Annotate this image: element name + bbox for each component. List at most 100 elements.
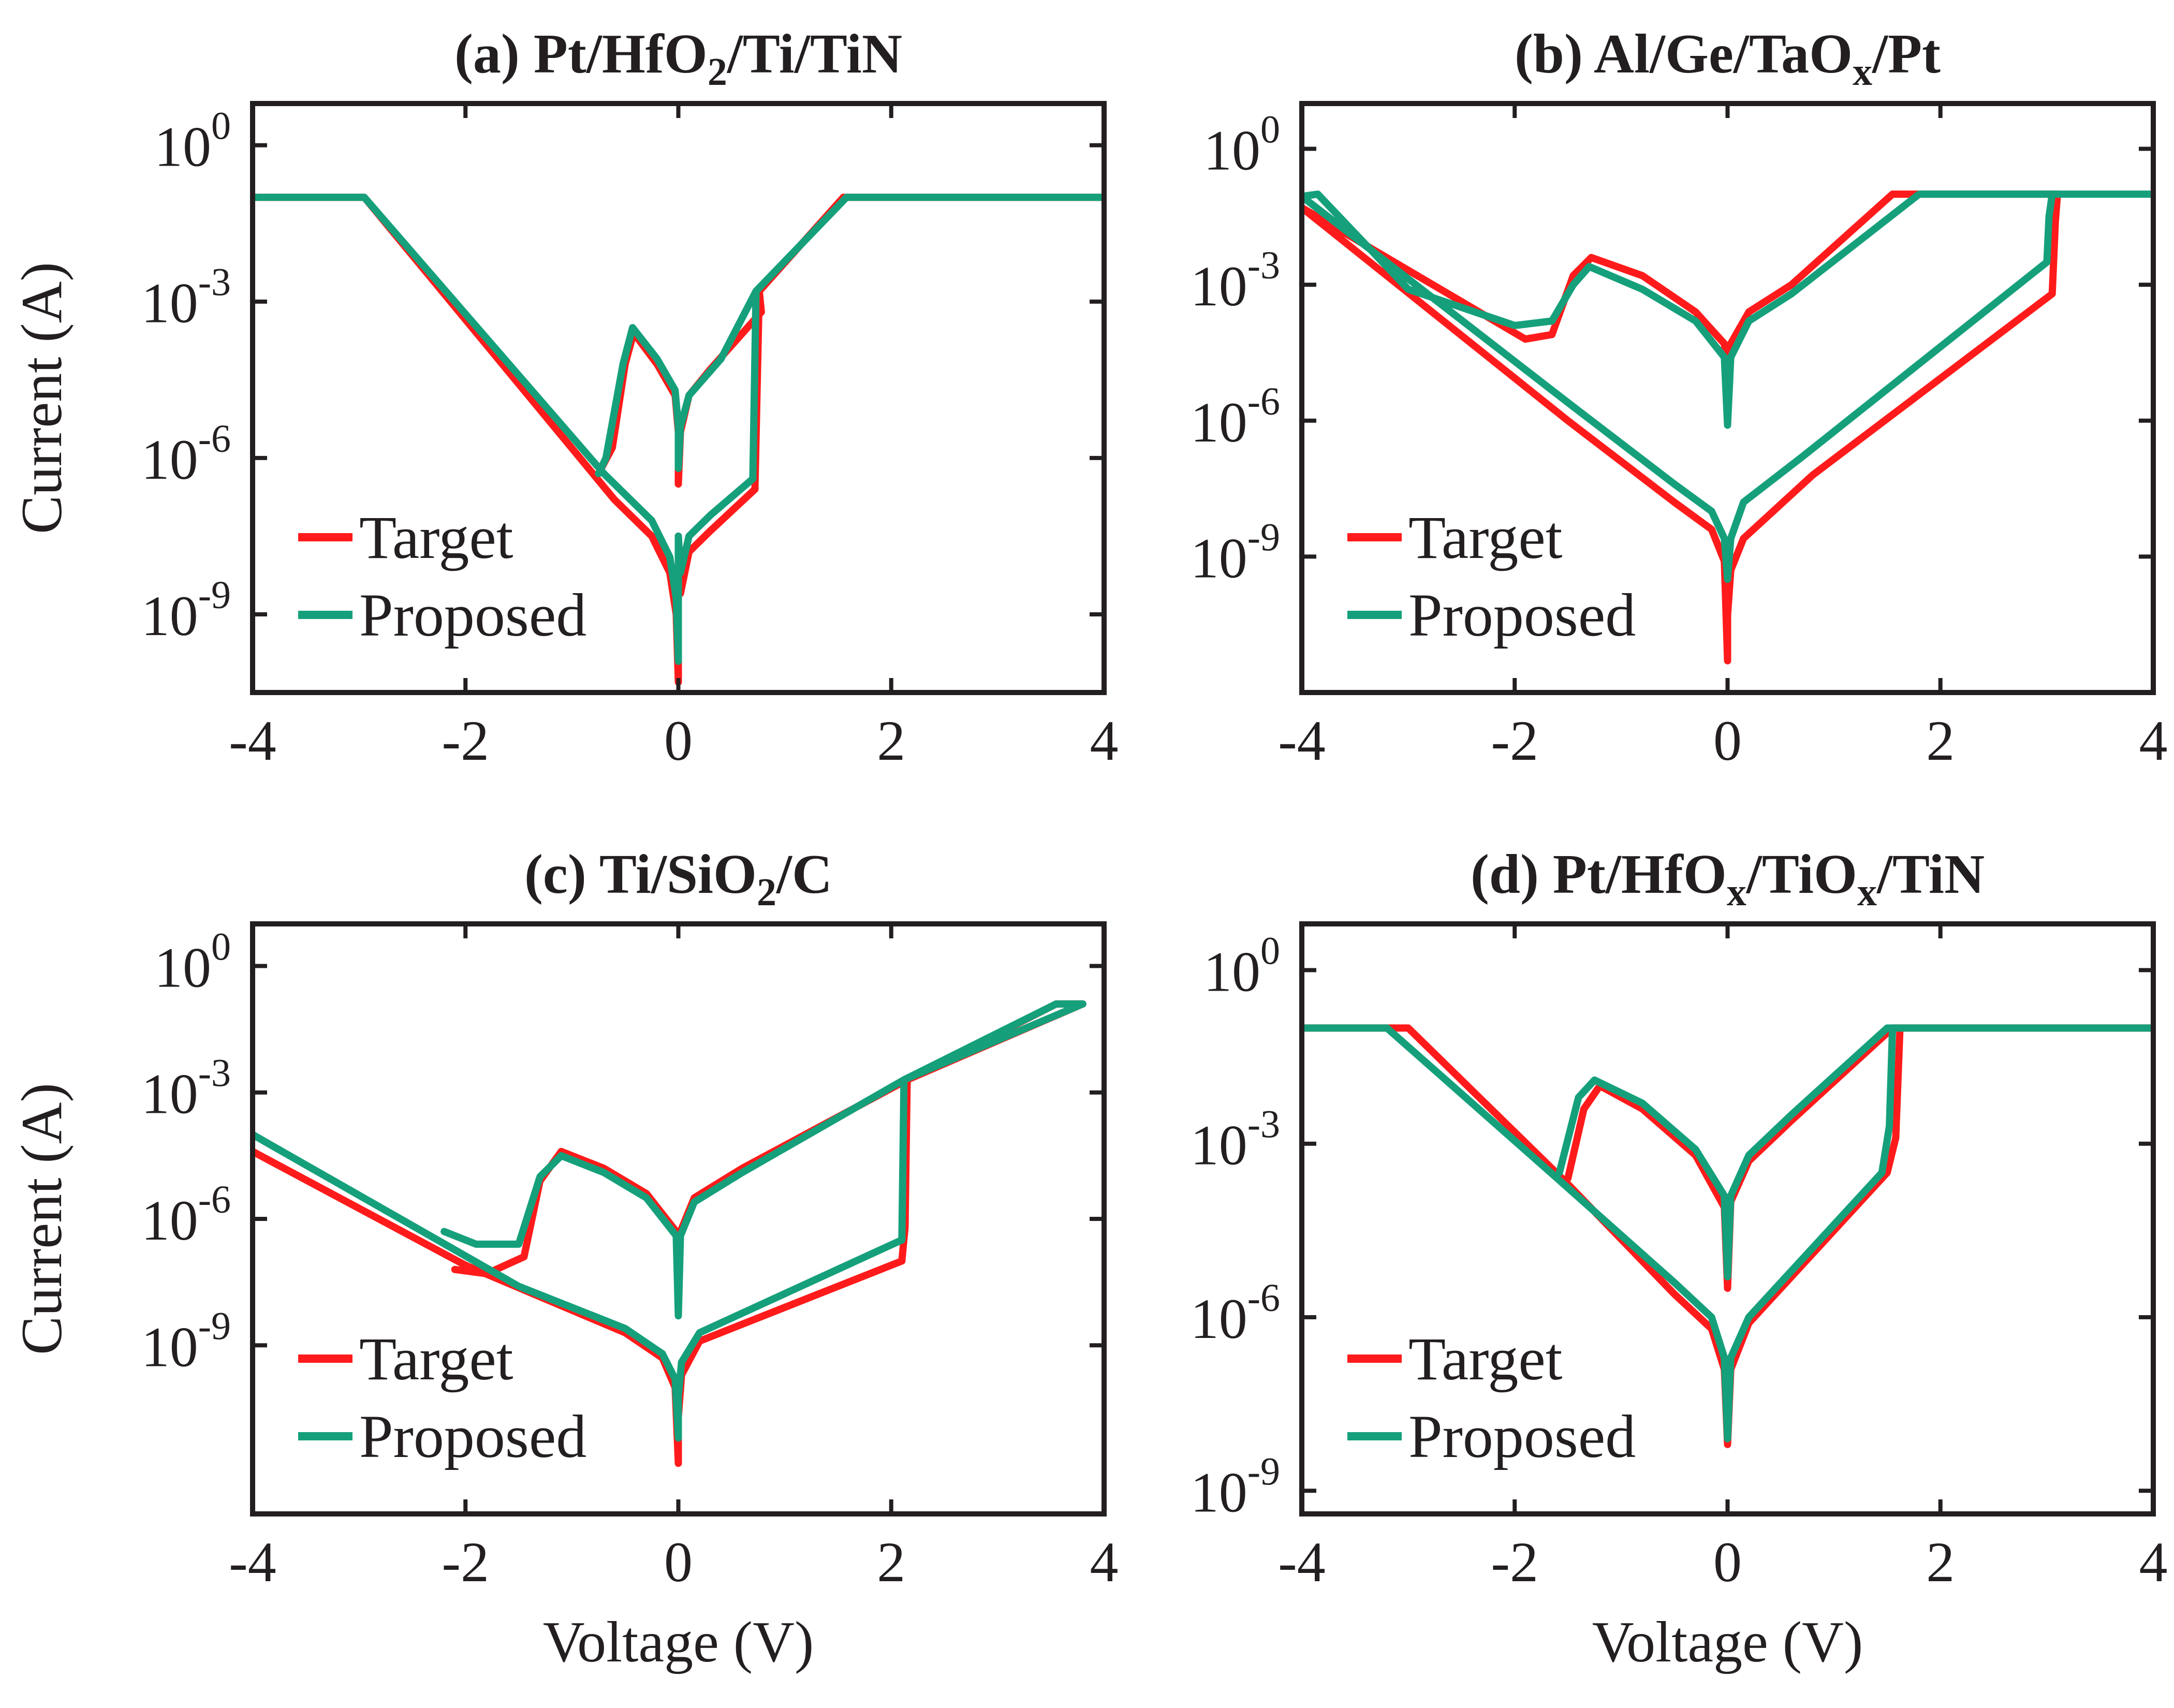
panel-title: (b) Al/Ge/TaOx/Pt bbox=[1515, 23, 1941, 94]
legend-label-proposed: Proposed bbox=[359, 1403, 586, 1470]
y-tick-label: 10-6 bbox=[1191, 1276, 1280, 1350]
y-tick-base: 10 bbox=[141, 1063, 198, 1126]
x-tick-label: 4 bbox=[2139, 1530, 2168, 1594]
x-tick-label: -4 bbox=[1278, 1530, 1326, 1594]
title-part: (d) Pt/HfO bbox=[1471, 844, 1727, 905]
y-tick-label: 10-3 bbox=[141, 1052, 231, 1126]
x-tick-label: 2 bbox=[877, 709, 905, 772]
y-tick-exponent: -3 bbox=[1247, 1103, 1280, 1146]
y-tick-base: 10 bbox=[154, 936, 211, 999]
y-tick-label: 100 bbox=[1203, 108, 1280, 182]
x-tick-label: -2 bbox=[442, 1530, 489, 1594]
y-tick-base: 10 bbox=[141, 272, 198, 335]
title-part: (a) Pt/HfO bbox=[454, 23, 708, 85]
y-tick-label: 100 bbox=[154, 105, 231, 179]
y-tick-label: 100 bbox=[1203, 929, 1280, 1003]
y-tick-base: 10 bbox=[1203, 119, 1260, 182]
legend-label-proposed: Proposed bbox=[1408, 581, 1636, 649]
y-tick-exponent: 0 bbox=[1260, 929, 1280, 973]
y-tick-exponent: -9 bbox=[198, 573, 231, 617]
y-tick-base: 10 bbox=[1191, 1461, 1247, 1524]
x-tick-label: 4 bbox=[2139, 709, 2168, 772]
y-axis-label: Current (A) bbox=[10, 262, 74, 534]
legend-label-target: Target bbox=[1408, 1325, 1563, 1393]
y-tick-base: 10 bbox=[1191, 255, 1247, 318]
y-tick-label: 10-6 bbox=[141, 417, 231, 491]
y-tick-base: 10 bbox=[1191, 526, 1247, 590]
y-tick-base: 10 bbox=[141, 1315, 198, 1378]
series-target-1 bbox=[755, 194, 1104, 295]
title-part: /TiN bbox=[1876, 844, 1985, 905]
legend-label-target: Target bbox=[359, 1325, 513, 1393]
title-subscript: x bbox=[1727, 871, 1746, 914]
curves bbox=[253, 194, 1104, 686]
x-tick-label: -4 bbox=[1278, 709, 1326, 772]
y-tick-base: 10 bbox=[1191, 1114, 1247, 1177]
x-tick-label: 2 bbox=[877, 1530, 905, 1594]
y-tick-base: 10 bbox=[141, 584, 198, 647]
y-tick-label: 10-6 bbox=[1191, 380, 1280, 454]
y-tick-label: 10-9 bbox=[141, 1304, 231, 1378]
y-axis-label: Current (A) bbox=[10, 1083, 74, 1355]
y-tick-exponent: -6 bbox=[198, 1178, 231, 1221]
panel-title: (a) Pt/HfO2/Ti/TiN bbox=[454, 23, 902, 94]
y-tick-exponent: -3 bbox=[1247, 244, 1280, 287]
y-tick-exponent: -3 bbox=[198, 261, 231, 304]
y-tick-label: 10-9 bbox=[1191, 516, 1280, 590]
x-axis-label: Voltage (V) bbox=[543, 1610, 814, 1674]
series-proposed-1 bbox=[253, 1000, 1086, 1442]
x-axis-label: Voltage (V) bbox=[1592, 1610, 1863, 1674]
y-tick-exponent: 0 bbox=[1260, 108, 1280, 152]
title-part: /TiO bbox=[1745, 844, 1857, 905]
y-tick-exponent: -9 bbox=[198, 1304, 231, 1348]
curves bbox=[1302, 190, 2153, 665]
y-tick-base: 10 bbox=[154, 115, 211, 179]
series-proposed-1 bbox=[1302, 1024, 2153, 1442]
x-tick-label: 0 bbox=[664, 709, 693, 772]
panel-title: (d) Pt/HfOx/TiOx/TiN bbox=[1471, 844, 1985, 914]
panel-title: (c) Ti/SiO2/C bbox=[524, 844, 832, 914]
y-tick-base: 10 bbox=[141, 428, 198, 491]
y-tick-exponent: -6 bbox=[1247, 380, 1280, 423]
series-target-0 bbox=[253, 1000, 1086, 1467]
y-tick-base: 10 bbox=[1203, 940, 1260, 1003]
legend-label-proposed: Proposed bbox=[359, 581, 586, 649]
x-tick-label: -2 bbox=[1491, 709, 1538, 772]
curves bbox=[253, 1000, 1086, 1467]
title-part: /C bbox=[775, 844, 832, 905]
legend-label-proposed: Proposed bbox=[1408, 1403, 1636, 1470]
title-subscript: x bbox=[1857, 871, 1877, 914]
title-subscript: 2 bbox=[757, 871, 776, 914]
title-part: (b) Al/Ge/TaO bbox=[1515, 23, 1853, 85]
y-tick-exponent: 0 bbox=[211, 925, 231, 968]
x-tick-label: 4 bbox=[1090, 709, 1119, 772]
x-tick-label: 0 bbox=[1713, 709, 1742, 772]
y-tick-exponent: -9 bbox=[1247, 1450, 1280, 1493]
y-tick-label: 10-3 bbox=[1191, 244, 1280, 318]
x-tick-label: -2 bbox=[1491, 1530, 1538, 1594]
title-part: (c) Ti/SiO bbox=[524, 844, 757, 905]
y-tick-exponent: -9 bbox=[1247, 516, 1280, 559]
x-tick-label: -2 bbox=[442, 709, 489, 772]
legend-label-target: Target bbox=[359, 504, 513, 571]
y-tick-exponent: 0 bbox=[211, 105, 231, 148]
y-tick-label: 10-3 bbox=[141, 261, 231, 335]
x-tick-label: 4 bbox=[1090, 1530, 1119, 1594]
series-proposed-2 bbox=[253, 194, 760, 665]
y-tick-base: 10 bbox=[1191, 1287, 1247, 1350]
y-tick-label: 10-9 bbox=[1191, 1450, 1280, 1524]
y-tick-label: 10-9 bbox=[141, 573, 231, 647]
x-tick-label: 2 bbox=[1926, 709, 1955, 772]
curves bbox=[1302, 1024, 2153, 1448]
legend-label-target: Target bbox=[1408, 504, 1563, 571]
x-tick-label: 0 bbox=[664, 1530, 693, 1594]
y-tick-base: 10 bbox=[1191, 391, 1247, 454]
y-tick-base: 10 bbox=[141, 1189, 198, 1252]
x-tick-label: -4 bbox=[229, 1530, 276, 1594]
y-tick-exponent: -6 bbox=[198, 417, 231, 461]
title-subscript: x bbox=[1853, 50, 1872, 94]
